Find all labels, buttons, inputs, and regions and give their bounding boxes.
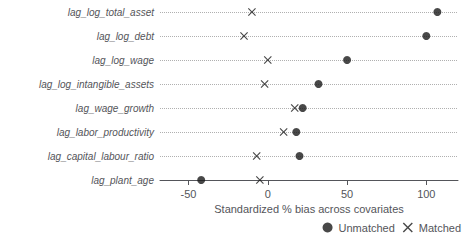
svg-text:lag_log_debt: lag_log_debt (97, 31, 155, 42)
svg-text:lag_log_wage: lag_log_wage (92, 55, 154, 66)
svg-text:Matched: Matched (419, 222, 461, 234)
svg-text:lag_plant_age: lag_plant_age (91, 175, 154, 186)
svg-text:lag_capital_labour_ratio: lag_capital_labour_ratio (48, 151, 155, 162)
svg-text:-50: -50 (181, 188, 197, 200)
svg-text:lag_log_intangible_assets: lag_log_intangible_assets (39, 79, 154, 90)
svg-text:Unmatched: Unmatched (339, 222, 395, 234)
svg-text:lag_log_total_asset: lag_log_total_asset (68, 7, 155, 18)
svg-text:50: 50 (341, 188, 353, 200)
svg-text:lag_labor_productivity: lag_labor_productivity (57, 127, 155, 138)
svg-text:100: 100 (417, 188, 435, 200)
svg-text:lag_wage_growth: lag_wage_growth (76, 103, 155, 114)
svg-text:Standardized % bias across cov: Standardized % bias across covariates (214, 203, 404, 215)
svg-text:0: 0 (265, 188, 271, 200)
